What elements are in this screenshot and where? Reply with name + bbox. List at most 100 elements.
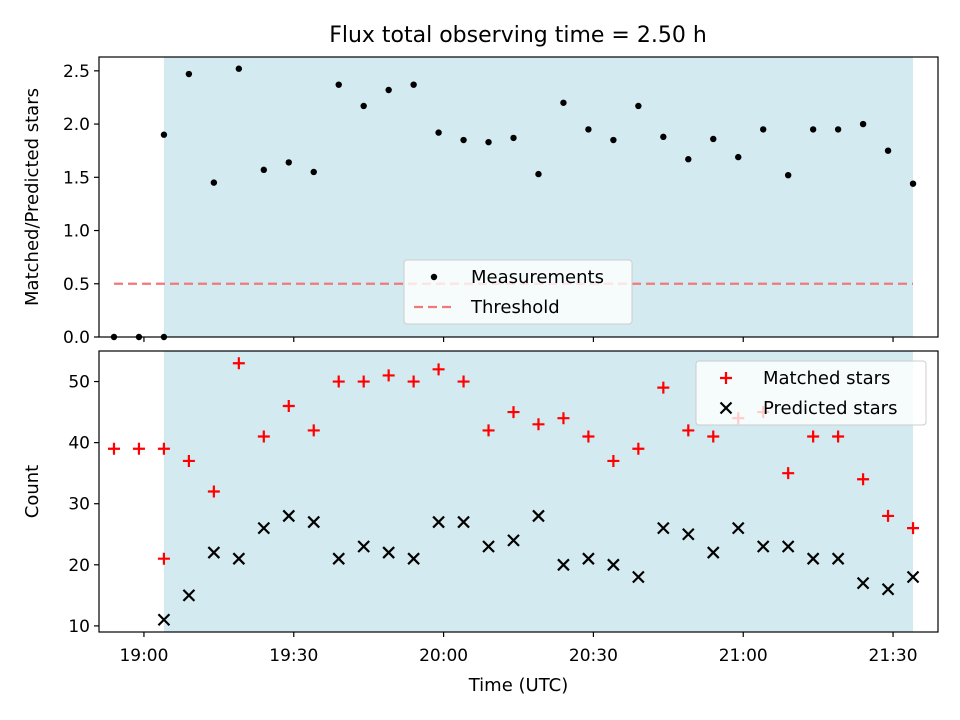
predicted-stars-point (632, 570, 645, 584)
matched-stars-point (582, 430, 595, 443)
matched-stars-point (632, 442, 645, 455)
measurement-point (210, 179, 218, 186)
matched-stars-point (557, 412, 570, 425)
matched-stars-point (832, 430, 845, 443)
measurement-point (834, 126, 842, 133)
predicted-stars-point (182, 589, 196, 602)
x-tick-label: 21:30 (869, 646, 918, 666)
matched-stars-point (157, 442, 170, 455)
measurement-point (435, 129, 442, 136)
legend-predicted-swatch (719, 401, 733, 415)
predicted-stars-point (457, 515, 470, 529)
legend-label: Matched stars (763, 368, 890, 389)
measurement-point (360, 102, 367, 110)
matched-stars-point (257, 430, 270, 443)
measurement-point (510, 134, 517, 142)
matched-stars-point (407, 375, 420, 388)
predicted-stars-point (282, 509, 296, 523)
y-tick-label: 50 (68, 373, 90, 393)
matched-stars-point (132, 442, 145, 455)
matched-stars-point (507, 406, 520, 419)
matched-stars-point (157, 552, 170, 565)
y-tick-label: 2.0 (63, 115, 90, 135)
predicted-stars-point (257, 521, 271, 535)
axes-frame (98, 56, 939, 338)
y-tick-label: 0.0 (63, 328, 90, 348)
matched-stars-point (782, 467, 795, 480)
measurement-point (909, 180, 917, 187)
measurement-point (585, 126, 592, 133)
predicted-stars-point (207, 546, 221, 559)
legend: Measurements Threshold (403, 259, 633, 325)
y-tick-label: 20 (68, 556, 90, 576)
measurement-point (185, 70, 193, 78)
legend: Matched stars Predicted stars (695, 360, 927, 426)
measurement-point (760, 126, 767, 133)
measurement-point (310, 168, 317, 176)
x-tick-label: 19:00 (119, 646, 168, 666)
x-tick-label: 19:30 (269, 646, 318, 666)
predicted-stars-point (407, 552, 420, 565)
y-tick-label: 30 (68, 495, 90, 515)
predicted-stars-point (756, 540, 770, 553)
predicted-stars-point (357, 540, 370, 553)
legend-box (403, 259, 633, 325)
legend-box (695, 360, 927, 426)
x-tick-label: 20:00 (419, 646, 468, 666)
y-axis-label: Matched/Predicted stars (22, 88, 43, 306)
matched-stars-point (232, 357, 245, 370)
y-tick-label: 0.5 (63, 275, 90, 295)
measurement-point (235, 65, 243, 72)
y-tick-label: 40 (68, 434, 90, 454)
measurement-point (735, 153, 742, 161)
predicted-stars-point (382, 546, 395, 559)
predicted-stars-point (232, 552, 246, 565)
matched-stars-point (432, 363, 445, 376)
predicted-stars-point (332, 552, 345, 565)
measurement-point (560, 99, 567, 106)
predicted-stars-point (582, 552, 595, 565)
matched-stars-point (657, 381, 670, 394)
axes-frame (98, 350, 939, 633)
matched-stars-point (807, 430, 820, 443)
measurement-point (610, 136, 617, 144)
predicted-stars-point (507, 534, 520, 547)
measurement-point (285, 159, 292, 166)
predicted-stars-point (532, 509, 545, 523)
matched-stars-point (332, 375, 345, 388)
predicted-stars-point (706, 546, 720, 559)
measurement-point (884, 147, 892, 154)
y-tick-label: 1.5 (63, 168, 90, 188)
measurement-point (685, 156, 692, 163)
x-tick-label: 21:00 (719, 646, 768, 666)
x-axis-label: Time (UTC) (468, 675, 569, 696)
predicted-stars-point (557, 558, 570, 572)
matched-ratio-panel: 0.0 0.5 1.0 1.5 2.0 2.5 Matched/Predicted star… (22, 56, 939, 348)
measurement-point (535, 170, 542, 178)
measurement-point (260, 166, 268, 174)
predicted-stars-point (607, 558, 620, 572)
measurement-point (859, 120, 867, 128)
matched-stars-point (457, 375, 470, 388)
legend-label: Measurements (471, 267, 604, 288)
measurement-point (160, 131, 168, 138)
measurement-point (710, 135, 717, 143)
matched-stars-point (907, 522, 920, 535)
predicted-stars-point (657, 521, 670, 535)
measurement-point (635, 102, 642, 110)
matched-stars-point (707, 430, 720, 443)
figure-title: Flux total observing time = 2.50 h (329, 23, 707, 48)
measurement-point (485, 138, 492, 146)
matched-stars-point (882, 509, 895, 522)
measurement-point (660, 133, 667, 141)
predicted-stars-point (881, 582, 895, 596)
measurement-point (385, 86, 392, 94)
legend-label: Threshold (470, 297, 560, 318)
matched-stars-point (207, 485, 220, 498)
matched-stars-point (182, 454, 195, 467)
y-tick-label: 10 (68, 617, 90, 637)
matched-stars-point (282, 399, 295, 412)
y-tick-label: 2.5 (63, 62, 90, 82)
legend-label: Predicted stars (763, 398, 897, 419)
